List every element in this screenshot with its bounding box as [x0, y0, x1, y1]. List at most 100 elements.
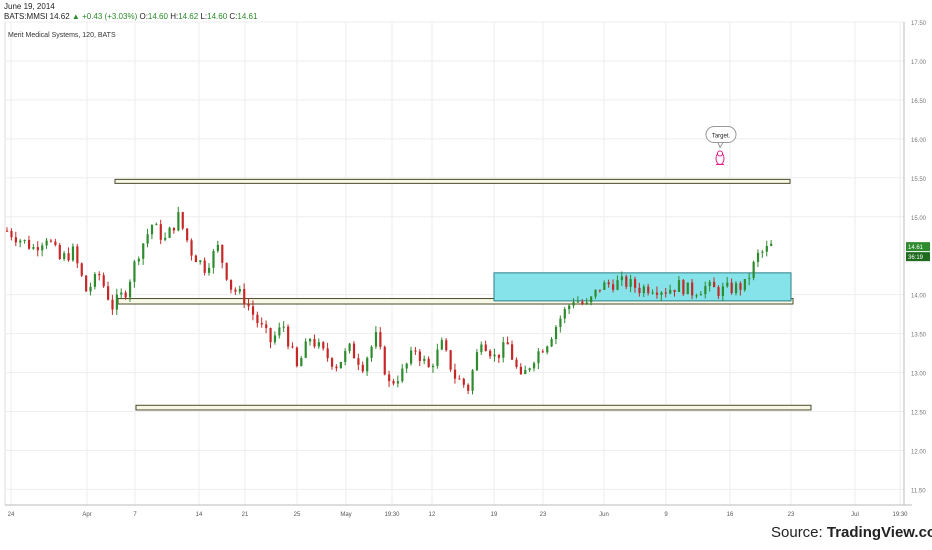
candle-body [67, 253, 70, 261]
candle-body [743, 279, 746, 290]
candle-body [291, 346, 294, 348]
candle-body [247, 303, 250, 307]
source-credit: Source: TradingView.com [771, 524, 932, 541]
candle-body [234, 289, 237, 292]
candle-body [537, 351, 540, 364]
support-resistance-box [135, 404, 812, 411]
x-tick-label: Jul [851, 512, 859, 518]
candle-body [357, 358, 360, 365]
candle-body [616, 280, 619, 290]
candle-body [572, 301, 575, 306]
support-resistance-box [117, 298, 794, 305]
candle-body [410, 350, 413, 364]
candle-body [669, 289, 672, 294]
candle-body [576, 301, 580, 303]
candle-body [164, 237, 167, 240]
candle-body [89, 286, 92, 292]
chart-grid [4, 21, 905, 506]
candle-body [511, 344, 514, 360]
y-tick-label: 13.50 [911, 333, 927, 339]
candle-body [23, 239, 26, 241]
candle-body [401, 368, 404, 382]
candle-body [317, 342, 320, 347]
candle-body [379, 332, 382, 347]
chart-date: June 19, 2014 [4, 2, 55, 11]
y-tick-label: 11.50 [911, 488, 926, 494]
change-up-icon: ▲ [71, 12, 80, 21]
candle-body [655, 292, 659, 295]
candle-body [765, 245, 768, 252]
candle-body [726, 282, 729, 287]
candle-body [541, 351, 544, 353]
quote-line: BATS:MMSI 14.62 ▲ +0.43 (+3.03%) O:14.60… [4, 12, 257, 21]
candle-body [199, 260, 202, 263]
candle-body [212, 251, 215, 268]
candle-body [383, 346, 386, 375]
source-prefix: Source: [771, 524, 827, 541]
x-tick-label: 19:30 [892, 512, 908, 518]
candle-body [177, 212, 180, 231]
candle-body [282, 326, 285, 328]
candle-body [748, 278, 751, 280]
candle-body [115, 294, 118, 310]
candle-body [603, 282, 606, 290]
candle-body [519, 366, 522, 375]
candle-body [471, 370, 474, 391]
candle-body [453, 369, 457, 379]
candle-body [699, 294, 703, 296]
candle-body [730, 282, 733, 293]
candle-body [506, 342, 509, 345]
candle-body [10, 230, 13, 238]
candle-body [550, 339, 553, 347]
x-tick-label: 19:30 [384, 512, 400, 518]
candle-body [673, 289, 676, 293]
candle-body [71, 246, 75, 261]
candle-body [142, 243, 145, 259]
candle-body [493, 354, 496, 357]
symbol: BATS:MMSI [4, 12, 48, 21]
candle-body [194, 255, 198, 263]
candle-body [449, 350, 452, 370]
candle-body [554, 327, 558, 340]
candle-body [150, 224, 154, 235]
candle-body [497, 354, 501, 358]
candle-body [734, 283, 738, 293]
price-badge-label: 14.61 [908, 245, 924, 251]
candle-body [620, 276, 623, 281]
candle-body [708, 281, 711, 286]
x-tick-label: 24 [8, 512, 15, 518]
candle-body [256, 314, 259, 324]
candle-body [691, 282, 694, 296]
candle-body [418, 351, 421, 361]
candle-body [203, 260, 206, 273]
candle-body [36, 247, 39, 251]
open-label: O: [139, 12, 148, 21]
candle-body [638, 287, 641, 294]
candle-body [76, 246, 79, 264]
candle-body [225, 262, 228, 280]
candle-body [524, 370, 527, 375]
candle-body [295, 347, 299, 367]
candle-body [440, 340, 443, 350]
candle-body [339, 361, 342, 369]
candle-body [352, 343, 356, 359]
candle-body [436, 349, 439, 366]
candle-body [273, 335, 277, 343]
candle-body [19, 240, 22, 243]
candle-body [370, 346, 373, 358]
candle-body [63, 253, 66, 259]
candle-body [335, 366, 338, 369]
candle-body [251, 306, 255, 315]
candle-body [467, 384, 470, 391]
candle-body [695, 295, 698, 297]
candle-body [168, 227, 171, 238]
candle-body [330, 358, 334, 367]
candle-body [392, 381, 395, 384]
time-badge-label: 36:19 [908, 255, 924, 261]
high-label: H: [170, 12, 179, 21]
candle-body [502, 342, 505, 358]
x-tick-label: 19 [491, 512, 498, 518]
x-tick-label: 21 [242, 512, 249, 518]
candle-body [651, 292, 654, 294]
